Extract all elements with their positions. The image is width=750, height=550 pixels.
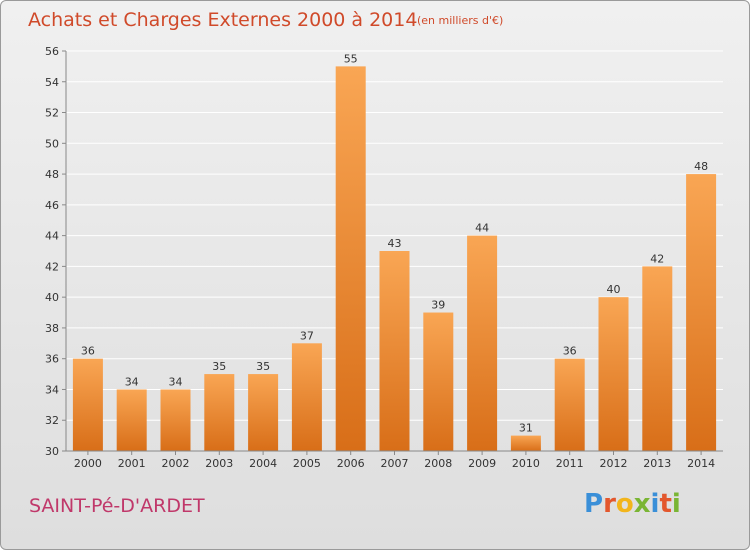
bar-2000 (72, 358, 103, 451)
bar-2005 (291, 343, 322, 451)
logo-letter: x (633, 489, 651, 519)
x-tick-label: 2013 (643, 457, 671, 470)
y-tick-label: 46 (45, 199, 59, 212)
y-tick-label: 54 (45, 76, 59, 89)
y-tick-label: 36 (45, 353, 59, 366)
bar-2009 (467, 235, 498, 451)
x-tick-label: 2004 (249, 457, 277, 470)
x-tick-label: 2005 (293, 457, 321, 470)
bar-2003 (204, 374, 235, 451)
data-label: 40 (607, 283, 621, 296)
y-tick-label: 44 (45, 230, 59, 243)
data-label: 31 (519, 422, 533, 435)
bar-2002 (160, 389, 191, 451)
logo-letter: i (671, 489, 681, 519)
x-tick-label: 2000 (74, 457, 102, 470)
data-label: 37 (300, 329, 314, 342)
x-tick-label: 2007 (381, 457, 409, 470)
data-label: 34 (169, 375, 183, 388)
x-tick-label: 2006 (337, 457, 365, 470)
x-tick-label: 2011 (556, 457, 584, 470)
y-tick-label: 42 (45, 260, 59, 273)
bar-2008 (423, 312, 454, 451)
data-label: 36 (563, 345, 577, 358)
x-tick-label: 2010 (512, 457, 540, 470)
y-tick-label: 48 (45, 168, 59, 181)
data-label: 55 (344, 52, 358, 65)
chart-subtitle: (en milliers d'€) (417, 14, 504, 27)
y-axis-ticks: 30 32 34 36 38 40 42 44 46 48 50 52 54 56 (45, 45, 66, 458)
y-tick-label: 34 (45, 383, 59, 396)
bar-2006 (335, 66, 366, 451)
x-tick-label: 2009 (468, 457, 496, 470)
x-tick-label: 2014 (687, 457, 715, 470)
logo-letter: P (584, 489, 604, 519)
data-labels: 36 34 34 35 35 37 55 43 39 44 31 36 40 42 48 (81, 52, 708, 434)
y-tick-label: 56 (45, 45, 59, 58)
logo-letter: o (615, 489, 634, 519)
bar-2014 (686, 174, 717, 452)
data-label: 48 (694, 160, 708, 173)
data-label: 39 (431, 299, 445, 312)
proxiti-logo: Proxiti (584, 489, 681, 519)
data-label: 42 (650, 252, 664, 265)
logo-letter: i (650, 489, 660, 519)
chart-title: Achats et Charges Externes 2000 à 2014 (28, 9, 418, 31)
y-tick-label: 38 (45, 322, 59, 335)
bars (72, 66, 717, 452)
data-label: 44 (475, 222, 489, 235)
x-tick-label: 2003 (205, 457, 233, 470)
bar-2001 (116, 389, 147, 451)
data-label: 43 (388, 237, 402, 250)
bar-2010 (510, 435, 541, 451)
y-tick-label: 52 (45, 107, 59, 120)
y-tick-label: 32 (45, 414, 59, 427)
x-axis-ticks: 2000 2001 2002 2003 2004 2005 2006 2007 2008 2009… (74, 451, 715, 470)
y-tick-label: 50 (45, 137, 59, 150)
x-tick-label: 2012 (600, 457, 628, 470)
y-tick-label: 30 (45, 445, 59, 458)
bar-2011 (554, 358, 585, 451)
data-label: 36 (81, 345, 95, 358)
data-label: 35 (256, 360, 270, 373)
bar-2013 (642, 266, 673, 451)
bar-2007 (379, 251, 410, 451)
data-label: 34 (125, 375, 139, 388)
x-tick-label: 2001 (118, 457, 146, 470)
logo-letter: t (659, 489, 672, 519)
bar-2004 (248, 374, 279, 451)
x-tick-label: 2002 (162, 457, 190, 470)
logo-letter: r (603, 489, 616, 519)
bar-2012 (598, 297, 629, 451)
data-label: 35 (212, 360, 226, 373)
y-tick-label: 40 (45, 291, 59, 304)
x-tick-label: 2008 (424, 457, 452, 470)
location-name: SAINT-Pé-D'ARDET (29, 495, 205, 517)
